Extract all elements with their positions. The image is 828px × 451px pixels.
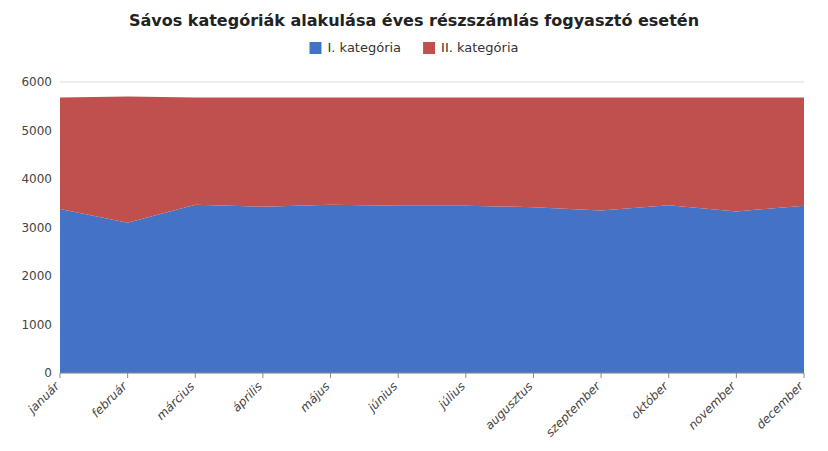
area	[60, 97, 804, 223]
x-tick	[398, 373, 399, 378]
x-tick-label: augusztus	[482, 379, 535, 432]
legend-label: II. kategória	[441, 40, 518, 55]
grid	[60, 82, 804, 373]
x-tick-label: október	[628, 378, 671, 421]
areas	[60, 97, 804, 373]
y-tick-label: 5000	[21, 124, 52, 138]
chart: Sávos kategóriák alakulása éves részszám…	[0, 0, 828, 451]
legend: I. kategória II. kategória	[309, 40, 518, 55]
x-tick	[668, 373, 669, 378]
x-tick	[262, 373, 263, 378]
y-tick-label: 2000	[21, 269, 52, 283]
x-tick-label: július	[434, 379, 468, 413]
x-tick-label: február	[89, 378, 131, 420]
legend-swatch	[423, 42, 435, 54]
title: Sávos kategóriák alakulása éves részszám…	[129, 11, 699, 30]
x-tick	[60, 373, 61, 378]
y-tick-label: 1000	[21, 318, 52, 332]
x-tick-label: május	[297, 379, 333, 415]
x-tick	[195, 373, 196, 378]
x-axis-line	[60, 373, 804, 374]
x-tick	[465, 373, 466, 378]
x-tick	[533, 373, 534, 378]
y-tick-label: 0	[44, 366, 52, 380]
x-tick-label: március	[154, 379, 198, 423]
x-tick-label: szeptember	[543, 378, 604, 439]
grid-line	[60, 82, 804, 83]
area	[60, 205, 804, 373]
x-tick	[804, 373, 805, 378]
y-tick-label: 4000	[21, 172, 52, 186]
x-tick-label: április	[230, 379, 265, 414]
x-tick	[330, 373, 331, 378]
legend-swatch	[309, 42, 321, 54]
x-tick-label: december	[753, 378, 807, 432]
x-tick-label: január	[24, 378, 63, 417]
x-tick	[127, 373, 128, 378]
x-tick	[736, 373, 737, 378]
x-tick	[601, 373, 602, 378]
y-tick-label: 6000	[21, 75, 52, 89]
y-tick-label: 3000	[21, 221, 52, 235]
x-tick-label: június	[364, 379, 401, 416]
legend-label: I. kategória	[327, 40, 401, 55]
x-tick-label: november	[685, 378, 739, 432]
grid-line	[60, 373, 804, 374]
